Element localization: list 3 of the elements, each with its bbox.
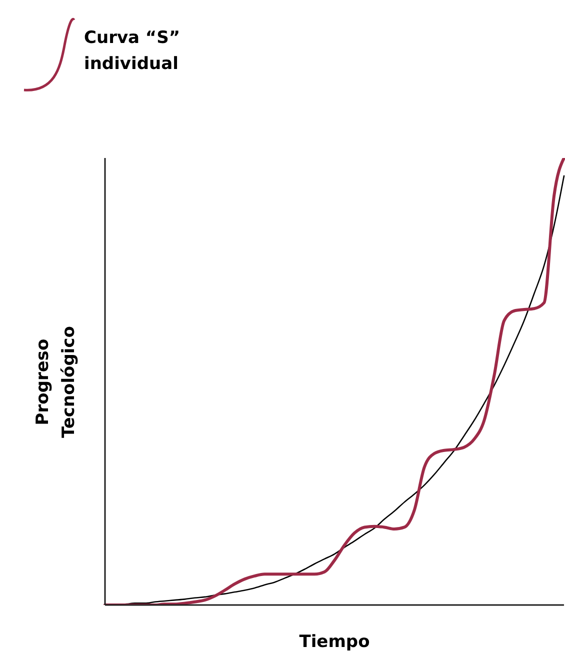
text: Curva “S” individual <box>84 27 182 76</box>
x-axis-title: Tiempo <box>298 632 371 652</box>
y-axis-title: Progreso Tecnológico <box>32 325 80 440</box>
